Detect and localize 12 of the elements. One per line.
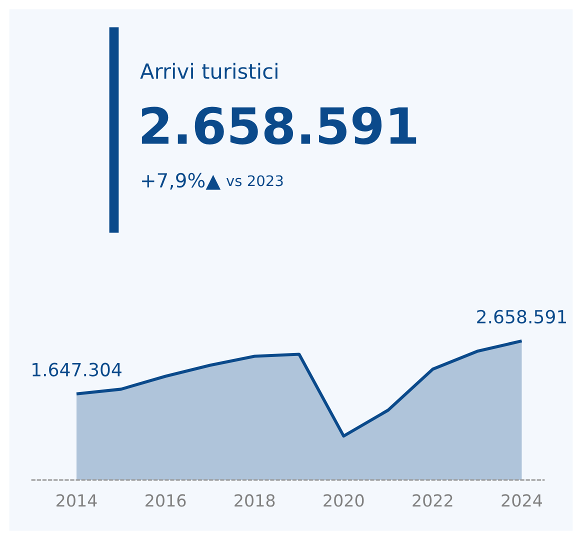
chart-title: Arrivi turistici [140, 62, 278, 80]
data-label: 1.647.304 [32, 362, 122, 376]
text: vs 2023 [226, 175, 283, 186]
x-tick-label: 2014 [56, 494, 97, 507]
chart-subtitle: 2.658.591 [142, 106, 416, 145]
x-tick-label: 2018 [234, 494, 275, 507]
text: +7,9%▲ [142, 172, 221, 190]
x-tick-label: 2022 [412, 494, 452, 507]
x-tick-label: 2024 [502, 494, 542, 507]
x-tick-label: 2020 [324, 494, 364, 507]
x-tick-label: 2016 [146, 494, 186, 507]
data-label: 2.658.591 [477, 310, 566, 324]
